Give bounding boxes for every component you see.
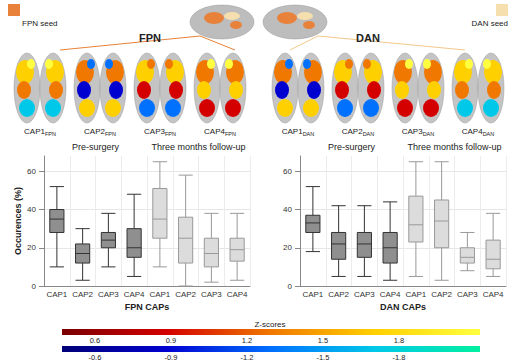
svg-text:0.9: 0.9 [166, 336, 176, 345]
svg-text:CAP3: CAP3 [98, 290, 119, 299]
svg-text:CAP4: CAP4 [124, 290, 145, 299]
svg-text:CAP4: CAP4 [227, 290, 248, 299]
svg-text:CAP2DAN: CAP2DAN [342, 127, 375, 137]
svg-text:-0.6: -0.6 [88, 353, 101, 362]
svg-text:CAP1: CAP1 [46, 290, 67, 299]
svg-text:-1.2: -1.2 [240, 353, 253, 362]
svg-text:FPN CAPs: FPN CAPs [125, 302, 170, 312]
svg-text:CAP4: CAP4 [380, 290, 401, 299]
svg-text:CAP4: CAP4 [483, 290, 504, 299]
svg-text:CAP4FPN: CAP4FPN [204, 127, 236, 137]
svg-text:40: 40 [27, 205, 36, 214]
svg-text:CAP1FPN: CAP1FPN [24, 127, 56, 137]
svg-text:CAP1DAN: CAP1DAN [282, 127, 315, 137]
svg-text:1.8: 1.8 [394, 336, 404, 345]
svg-text:Occurences (%): Occurences (%) [13, 187, 23, 255]
svg-text:CAP4DAN: CAP4DAN [462, 127, 495, 137]
svg-text:FPN seed: FPN seed [22, 19, 58, 28]
svg-text:CAP3FPN: CAP3FPN [144, 127, 176, 137]
svg-text:60: 60 [27, 167, 36, 176]
svg-text:Pre-surgery: Pre-surgery [72, 142, 120, 152]
svg-text:-1.5: -1.5 [316, 353, 329, 362]
svg-text:1.2: 1.2 [242, 336, 252, 345]
svg-text:20: 20 [283, 243, 292, 252]
svg-text:DAN CAPs: DAN CAPs [380, 302, 426, 312]
svg-text:0: 0 [288, 282, 293, 291]
svg-text:DAN: DAN [356, 32, 380, 44]
svg-text:0.6: 0.6 [90, 336, 100, 345]
svg-text:CAP2: CAP2 [328, 290, 349, 299]
svg-text:Z-scores: Z-scores [254, 320, 285, 329]
svg-text:CAP2: CAP2 [175, 290, 196, 299]
svg-text:CAP2FPN: CAP2FPN [84, 127, 116, 137]
svg-text:DAN seed: DAN seed [472, 19, 508, 28]
svg-text:-1.8: -1.8 [392, 353, 405, 362]
svg-text:0: 0 [32, 282, 37, 291]
svg-text:Three months follow-up: Three months follow-up [407, 142, 501, 152]
svg-text:1.5: 1.5 [318, 336, 328, 345]
svg-text:CAP3: CAP3 [457, 290, 478, 299]
svg-text:CAP3: CAP3 [354, 290, 375, 299]
svg-text:CAP1: CAP1 [405, 290, 426, 299]
svg-text:-0.9: -0.9 [164, 353, 177, 362]
svg-text:CAP1: CAP1 [149, 290, 170, 299]
svg-text:CAP3DAN: CAP3DAN [402, 127, 435, 137]
svg-text:60: 60 [283, 167, 292, 176]
svg-text:CAP3: CAP3 [201, 290, 222, 299]
svg-text:CAP2: CAP2 [72, 290, 93, 299]
svg-text:40: 40 [283, 205, 292, 214]
svg-text:CAP1: CAP1 [302, 290, 323, 299]
svg-text:CAP2: CAP2 [431, 290, 452, 299]
svg-text:FPN: FPN [139, 32, 161, 44]
svg-text:Pre-surgery: Pre-surgery [328, 142, 376, 152]
svg-text:Three months follow-up: Three months follow-up [151, 142, 245, 152]
svg-text:20: 20 [27, 243, 36, 252]
